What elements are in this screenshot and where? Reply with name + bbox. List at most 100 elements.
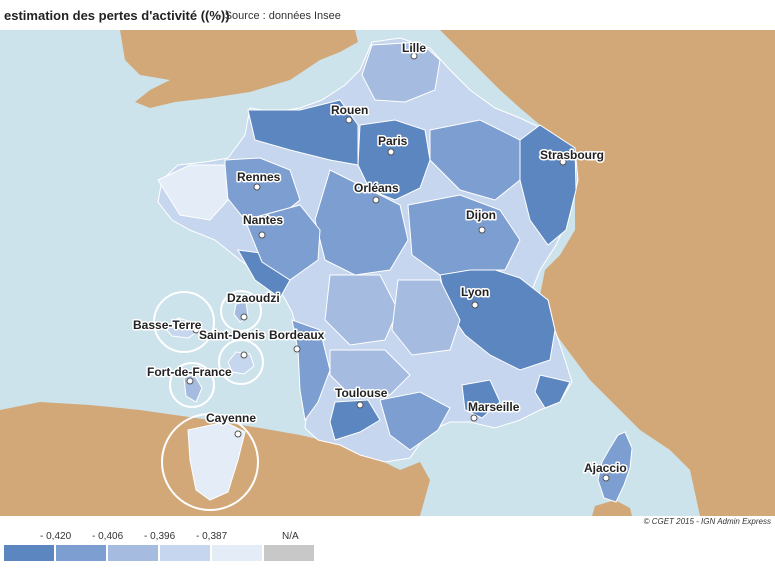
city-marseille[interactable]: Marseille <box>467 399 521 422</box>
city-dot <box>234 430 242 438</box>
city-label-fort-de-france: Fort-de-France <box>147 365 232 379</box>
region-auvergne <box>391 279 461 356</box>
region-marseille <box>461 379 501 419</box>
city-bordeaux[interactable]: Bordeaux <box>268 327 326 353</box>
region-rhone-alpes <box>439 264 556 371</box>
city-dot <box>240 313 248 321</box>
city-dot <box>253 183 261 191</box>
city-dot <box>470 414 478 422</box>
city-label-dijon: Dijon <box>466 208 496 222</box>
region-ile-de-france <box>357 119 431 201</box>
city-label-rouen: Rouen <box>331 103 368 117</box>
city-dot <box>559 158 567 166</box>
city-saint-denis[interactable]: Saint-Denis <box>198 327 267 359</box>
map-title: estimation des pertes d'activité ((%)) <box>4 8 230 23</box>
region-aquitaine <box>291 319 331 422</box>
city-cayenne[interactable]: Cayenne <box>205 410 258 438</box>
region-haute-garonne <box>329 399 381 441</box>
city-label-basse-terre: Basse-Terre <box>133 318 202 332</box>
legend-label: - 0,406 <box>92 531 124 542</box>
legend: - 0,420 - 0,406 - 0,396 - 0,387 N/A <box>4 530 324 566</box>
region-nord <box>361 41 441 103</box>
island-guadeloupe <box>164 317 201 339</box>
city-dzaoudzi[interactable]: Dzaoudzi <box>226 290 281 321</box>
city-label-strasbourg: Strasbourg <box>540 148 604 162</box>
city-label-rennes: Rennes <box>237 170 281 184</box>
city-dot <box>478 226 486 234</box>
legend-label: - 0,420 <box>40 531 72 542</box>
legend-swatch <box>264 545 314 561</box>
city-label-lille: Lille <box>402 41 426 55</box>
city-rennes[interactable]: Rennes <box>236 169 282 191</box>
circle-reunion[interactable] <box>218 339 264 385</box>
city-dijon[interactable]: Dijon <box>465 207 498 234</box>
region-paca-est <box>534 374 571 409</box>
city-label-marseille: Marseille <box>468 400 520 414</box>
city-fort-de-france[interactable]: Fort-de-France <box>146 364 234 385</box>
city-dot <box>602 474 610 482</box>
city-lyon[interactable]: Lyon <box>460 284 491 309</box>
city-dot <box>186 377 194 385</box>
land-england <box>120 30 358 108</box>
city-lille[interactable]: Lille <box>401 40 428 60</box>
region-champagne <box>429 119 521 201</box>
circle-martinique[interactable] <box>169 362 215 408</box>
city-dot <box>471 301 479 309</box>
legend-swatch <box>56 545 106 561</box>
city-label-paris: Paris <box>378 134 408 148</box>
city-label-toulouse: Toulouse <box>335 386 388 400</box>
city-label-lyon: Lyon <box>461 285 489 299</box>
region-limousin <box>324 274 399 346</box>
region-bourgogne <box>407 194 521 276</box>
city-paris[interactable]: Paris <box>377 133 409 156</box>
legend-swatch <box>4 545 54 561</box>
city-orleans[interactable]: Orléans <box>353 180 401 204</box>
city-basse-terre[interactable]: Basse-Terre <box>132 317 203 334</box>
title-bar: estimation des pertes d'activité ((%)) -… <box>0 0 775 30</box>
legend-swatch <box>108 545 158 561</box>
city-dot <box>356 401 364 409</box>
city-nantes[interactable]: Nantes <box>242 212 285 239</box>
region-bretagne-west <box>157 164 229 221</box>
city-toulouse[interactable]: Toulouse <box>334 385 389 409</box>
map-source: - Source : données Insee <box>218 10 341 22</box>
city-dot <box>372 196 380 204</box>
legend-label: - 0,396 <box>144 531 176 542</box>
land-east-europe <box>440 30 775 516</box>
region-languedoc <box>379 391 451 451</box>
circle-guyane[interactable] <box>161 413 259 511</box>
city-dot <box>240 351 248 359</box>
city-dot <box>387 148 395 156</box>
corsica <box>597 431 633 503</box>
city-dot <box>410 52 418 60</box>
circle-mayotte[interactable] <box>220 290 262 332</box>
city-label-orleans: Orléans <box>354 181 399 195</box>
city-dot <box>258 231 266 239</box>
circle-guadeloupe[interactable] <box>153 291 215 353</box>
city-label-dzaoudzi: Dzaoudzi <box>227 291 280 305</box>
legend-swatch <box>212 545 262 561</box>
city-label-cayenne: Cayenne <box>206 411 256 425</box>
copyright-note: © CGET 2015 - IGN Admin Express <box>643 517 771 526</box>
city-dot <box>345 116 353 124</box>
city-ajaccio[interactable]: Ajaccio <box>583 460 628 482</box>
city-label-ajaccio: Ajaccio <box>584 461 627 475</box>
legend-swatch <box>160 545 210 561</box>
city-rouen[interactable]: Rouen <box>330 102 370 124</box>
legend-label: N/A <box>282 531 299 542</box>
region-normandie <box>247 99 359 166</box>
island-reunion <box>227 351 255 375</box>
city-strasbourg[interactable]: Strasbourg <box>539 147 606 166</box>
city-label-nantes: Nantes <box>243 213 283 227</box>
city-label-bordeaux: Bordeaux <box>269 328 325 342</box>
land-guyane <box>187 421 246 501</box>
legend-label: - 0,387 <box>196 531 228 542</box>
map-area[interactable]: Lille Rouen Paris Strasbourg Rennes Orlé… <box>0 30 775 516</box>
land-sardinia <box>592 500 632 516</box>
region-midi <box>329 349 411 396</box>
city-dot <box>293 345 301 353</box>
region-pays-loire <box>244 204 321 281</box>
city-dot <box>192 326 200 334</box>
map-canvas[interactable]: Lille Rouen Paris Strasbourg Rennes Orlé… <box>0 30 775 516</box>
city-label-saint-denis: Saint-Denis <box>199 328 265 342</box>
